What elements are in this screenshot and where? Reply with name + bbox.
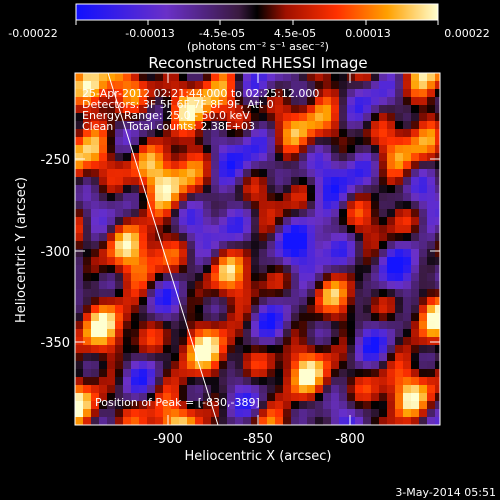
x-axis-label: Heliocentric X (arcsec): [185, 449, 332, 464]
colorbar-tick-label: 4.5e-05: [274, 27, 316, 40]
y-axis-label: Heliocentric Y (arcsec): [14, 177, 29, 323]
info-detectors: Detectors: 3F 5F 6F 7F 8F 9F, Att 0: [82, 98, 274, 111]
heatmap-image: [75, 73, 440, 425]
x-tick-label: -900: [153, 432, 183, 447]
colorbar-units: (photons cm⁻² s⁻¹ asec⁻²): [187, 40, 329, 53]
colorbar-tick-label: -0.00022: [8, 27, 57, 40]
x-axis-ticks: [167, 73, 351, 425]
colorbar-tick-label: -4.5e-05: [199, 27, 245, 40]
colorbar-tick-label: 0.00013: [345, 27, 391, 40]
footer-timestamp: 3-May-2014 05:51: [395, 486, 496, 499]
info-clean-counts: Clean Total counts: 2.38E+03: [82, 120, 255, 133]
x-tick-label: -850: [243, 432, 273, 447]
info-energy-range: Energy Range: 25.0 - 50.0 keV: [82, 109, 250, 122]
peak-position-label: Position of Peak = [-830,-389]: [95, 396, 260, 409]
image-title: Reconstructed RHESSI Image: [148, 54, 367, 72]
y-tick-label: -300: [40, 245, 70, 260]
y-tick-label: -350: [40, 336, 70, 351]
colorbar-tick-label: -0.00013: [125, 27, 174, 40]
colorbar: [75, 3, 439, 21]
y-tick-label: -250: [40, 153, 70, 168]
info-time-range: 25-Apr-2012 02:21:44.000 to 02:25:12.000: [82, 87, 319, 100]
x-tick-label: -800: [335, 432, 365, 447]
solar-limb-line: [107, 73, 219, 425]
y-axis-ticks: [75, 158, 440, 343]
colorbar-ticks: [75, 20, 439, 25]
colorbar-tick-label: 0.00022: [444, 27, 490, 40]
